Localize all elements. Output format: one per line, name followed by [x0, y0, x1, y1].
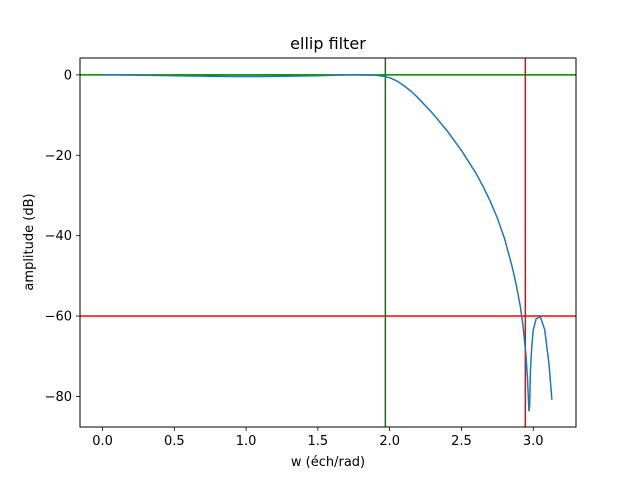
- series-layer: [102, 74, 553, 412]
- x-tick-label: 3.0: [523, 434, 544, 449]
- y-axis-label: amplitude (dB): [22, 193, 37, 290]
- y-tick-label: −40: [45, 229, 72, 244]
- x-tick-label: 1.0: [236, 434, 257, 449]
- x-tick-label: 2.0: [379, 434, 400, 449]
- x-tick-label: 0.0: [92, 434, 113, 449]
- x-tick-label: 1.5: [308, 434, 329, 449]
- y-tick-label: 0: [64, 68, 72, 83]
- y-axis-ticks: 0 −20 −40 −60 −80: [45, 68, 80, 405]
- x-tick-label: 0.5: [164, 434, 185, 449]
- y-tick-label: −80: [45, 390, 72, 405]
- x-tick-label: 2.5: [451, 434, 472, 449]
- x-axis-ticks: 0.0 0.5 1.0 1.5 2.0 2.5 3.0: [92, 427, 544, 449]
- y-tick-label: −60: [45, 310, 72, 325]
- plot-frame: [79, 57, 577, 428]
- chart-title: ellip filter: [290, 34, 366, 53]
- series-line-0: [102, 74, 553, 412]
- x-axis-label: w (éch/rad): [291, 455, 365, 470]
- y-tick-label: −20: [45, 149, 72, 164]
